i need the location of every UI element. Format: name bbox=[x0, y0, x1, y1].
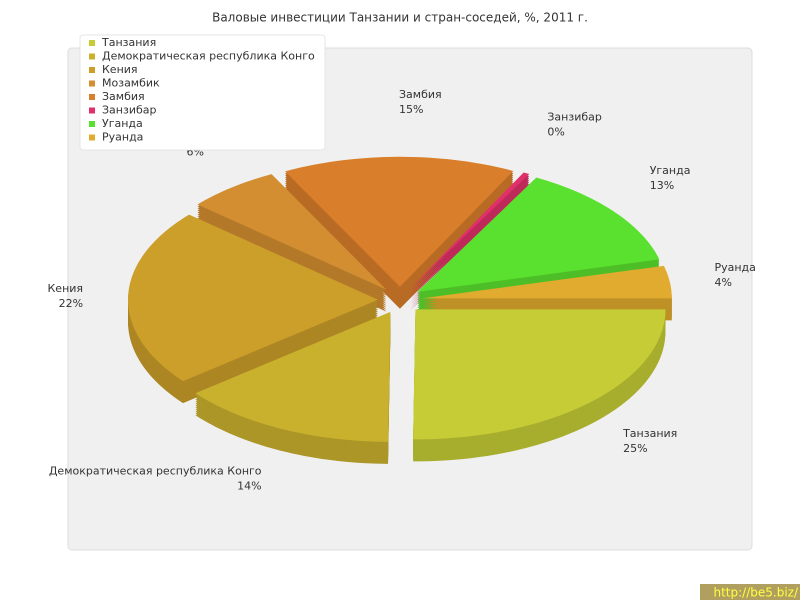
slice-label: Уганда bbox=[650, 164, 691, 177]
slice bbox=[285, 156, 514, 287]
legend-swatch bbox=[89, 40, 95, 46]
pie: Танзания 25% Демократическая республика Ко… bbox=[48, 88, 756, 492]
slice-value-label: 15% bbox=[399, 103, 423, 116]
slice-label: Руанда bbox=[714, 261, 755, 274]
legend-swatch bbox=[89, 94, 95, 100]
slice-side bbox=[410, 180, 530, 297]
slice-value-label: 14% bbox=[237, 479, 261, 492]
slice-label: Занзибар bbox=[547, 111, 602, 124]
watermark: http://be5.biz/ bbox=[713, 586, 798, 600]
slice bbox=[410, 172, 530, 289]
slice bbox=[195, 311, 391, 442]
slice-label: Кения bbox=[48, 282, 84, 295]
legend-label: Демократическая республика Конго bbox=[102, 50, 315, 63]
slice bbox=[413, 309, 666, 440]
slice-label: Замбия bbox=[399, 88, 442, 101]
slice bbox=[421, 265, 672, 299]
watermark-bg bbox=[700, 584, 800, 600]
legend-label: Танзания bbox=[101, 36, 156, 49]
legend-label: Руанда bbox=[102, 131, 143, 144]
slice-value-label: 13% bbox=[650, 179, 674, 192]
legend-label: Замбия bbox=[102, 90, 145, 103]
legend-box bbox=[79, 34, 326, 151]
slice-value-label: 4% bbox=[714, 276, 731, 289]
legend-swatch bbox=[89, 53, 95, 60]
legend-swatch bbox=[89, 67, 95, 73]
slice-label: Танзания bbox=[622, 427, 677, 440]
slice-label: Демократическая республика Конго bbox=[49, 464, 262, 477]
slice-side bbox=[410, 178, 530, 295]
legend-label: Уганда bbox=[102, 117, 143, 130]
slice bbox=[417, 177, 660, 292]
slice-value-label: 0% bbox=[547, 126, 564, 139]
legend-label: Мозамбик bbox=[102, 77, 160, 90]
slice bbox=[197, 174, 387, 290]
slice-side bbox=[410, 182, 530, 299]
legend-swatch bbox=[89, 121, 95, 127]
legend-label: Кения bbox=[102, 63, 138, 76]
slice bbox=[128, 214, 379, 382]
legend-swatch bbox=[89, 134, 95, 141]
legend-label: Занзибар bbox=[102, 104, 157, 117]
slice-value-label: 25% bbox=[623, 442, 647, 455]
slice-side bbox=[410, 174, 530, 291]
slice-value-label: 22% bbox=[59, 297, 83, 310]
chart-title: Валовые инвестиции Танзании и стран-сосе… bbox=[212, 11, 588, 25]
legend-swatch bbox=[89, 107, 95, 114]
slice-side bbox=[410, 176, 530, 293]
legend-swatch bbox=[89, 80, 95, 87]
